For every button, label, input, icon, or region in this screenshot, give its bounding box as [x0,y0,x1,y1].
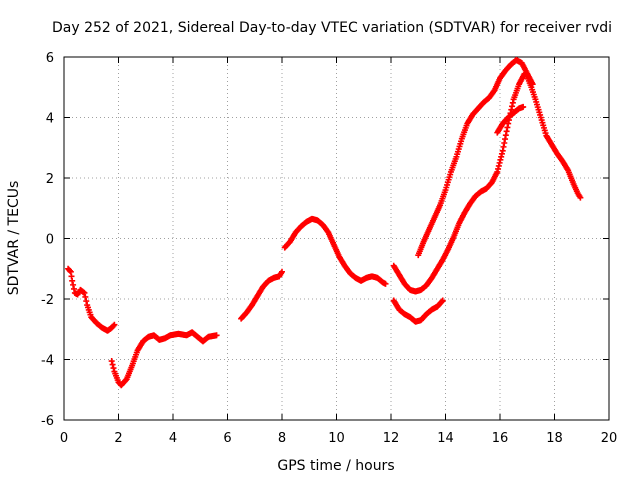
chart-title: Day 252 of 2021, Sidereal Day-to-day VTE… [52,20,612,36]
data-point [82,293,89,300]
data-point [213,332,220,339]
y-tick-label: 4 [46,112,54,127]
y-tick-label: -6 [41,414,54,429]
y-axis-label: SDTVAR / TECUs [6,181,22,296]
y-tick-label: 6 [46,51,54,66]
data-point [81,289,88,296]
y-tick-labels: -6 -4 -2 0 2 4 6 [41,51,54,429]
data-point [69,277,76,284]
data-point [279,268,285,275]
x-tick-label: 10 [328,431,345,446]
x-tick-label: 0 [60,431,68,446]
x-axis-label: GPS time / hours [277,458,394,474]
y-tick-label: -4 [41,354,54,369]
series-segment-4 [281,215,389,287]
x-tick-label: 16 [492,431,509,446]
series-segment-3 [238,268,285,322]
series-segment-5 [390,70,584,295]
series-segment-1 [65,265,118,334]
y-tick-label: 0 [46,233,54,248]
series-segment-2 [108,329,220,389]
data-point [577,194,584,201]
x-tick-label: 18 [546,431,563,446]
x-tick-labels: 0 2 4 6 8 10 12 14 16 18 20 [60,431,617,446]
data-point [110,365,117,372]
data-point [382,280,389,287]
series-segment-7 [415,57,536,259]
y-tick-label: -2 [41,293,54,308]
x-tick-label: 6 [223,431,231,446]
data-point [70,281,77,288]
data-point [439,297,446,304]
x-tick-label: 20 [601,431,618,446]
data-point [529,81,536,88]
plot-frame [63,56,610,421]
series-segment-6 [390,297,446,325]
data-point [66,267,73,274]
data-point [70,285,77,292]
x-tick-label: 8 [278,431,286,446]
data-point [111,321,118,328]
data-point [83,298,90,305]
x-tick-label: 4 [169,431,177,446]
x-tick-label: 12 [383,431,400,446]
data-points [65,57,584,389]
y-tick-label: 2 [46,172,54,187]
grid [64,57,609,420]
data-point [108,358,115,365]
series-segment-8 [494,103,527,136]
data-point [109,361,116,368]
data-point [520,103,527,110]
data-point [110,322,117,329]
x-tick-label: 14 [437,431,454,446]
x-tick-label: 2 [114,431,122,446]
